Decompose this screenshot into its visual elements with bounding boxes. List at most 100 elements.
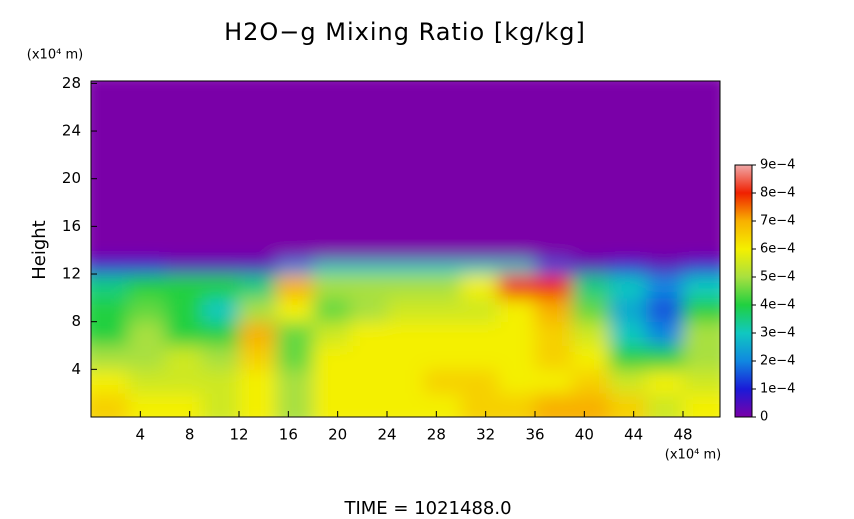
cell [350,259,388,275]
cell [350,274,388,299]
colorbar-tick-label: 9e−4 [760,158,795,173]
cell [609,345,647,370]
cell [646,297,684,323]
cell [128,321,166,347]
cell [424,81,462,261]
cell [91,81,129,261]
cell [535,369,573,394]
cell [313,393,351,417]
cell [609,393,647,417]
axes: 4 8 12 16 20 24 28 32 36 40 44 4848121620242801e−42… [62,74,796,444]
cells [91,81,720,417]
colorbar-tick-label: 6e−4 [760,242,795,257]
cell [165,297,203,323]
cell [91,345,129,370]
cell [461,369,499,394]
cell [276,81,314,261]
x-tick-label: 28 [427,426,446,444]
colorbar-tick-label: 3e−4 [760,326,795,341]
x-tick-label: 32 [476,426,495,444]
x-tick-label: 40 [575,426,594,444]
cell [128,259,166,275]
cell [609,297,647,323]
cell [387,259,425,275]
colorbar-tick-label: 2e−4 [760,354,795,369]
cell [128,393,166,417]
cell [683,393,720,417]
cell [313,321,351,347]
cell [387,274,425,299]
cell [202,297,240,323]
cell [498,274,536,299]
cell [239,369,277,394]
time-label: TIME = 1021488.0 [343,498,511,519]
cell [498,259,536,275]
cell [276,274,314,299]
cell [313,297,351,323]
field [91,81,720,417]
cell [350,81,388,261]
cell [128,345,166,370]
cell [498,81,536,261]
cell [572,369,610,394]
cell [424,321,462,347]
cell [239,274,277,299]
cell [313,274,351,299]
cell [683,81,720,261]
cell [387,297,425,323]
cell [387,345,425,370]
y-tick-label: 20 [62,169,81,187]
cell [202,345,240,370]
cell [424,369,462,394]
x-tick-label: 20 [328,426,347,444]
colorbar-tick-label: 7e−4 [760,214,795,229]
cell [276,345,314,370]
cell [572,321,610,347]
cell [350,321,388,347]
colorbar-tick-label: 1e−4 [760,382,795,397]
cell [128,81,166,261]
cell [609,274,647,299]
y-tick-label: 28 [62,74,81,92]
cell [461,345,499,370]
cell [128,274,166,299]
cell [239,321,277,347]
cell [350,297,388,323]
cell [646,274,684,299]
cell [91,321,129,347]
cell [165,259,203,275]
cell [424,345,462,370]
cell [535,297,573,323]
colorbar-tick-label: 5e−4 [760,270,795,285]
cell [91,393,129,417]
cell [683,369,720,394]
cell [424,393,462,417]
cell [313,345,351,370]
cell [535,81,573,261]
cell [165,393,203,417]
cell [461,321,499,347]
cell [535,259,573,275]
cell [572,345,610,370]
cell [202,393,240,417]
cell [609,369,647,394]
cell [535,274,573,299]
cell [202,81,240,261]
cell [572,274,610,299]
x-tick-label: 8 [185,426,195,444]
x-tick-label: 36 [525,426,544,444]
x-tick-label: 16 [279,426,298,444]
cell [276,259,314,275]
cell [683,274,720,299]
cell [202,369,240,394]
cell [276,369,314,394]
cell [424,274,462,299]
x-tick-label: 24 [377,426,396,444]
cell [646,393,684,417]
y-unit: (x10⁴ m) [27,48,83,63]
cell [202,259,240,275]
cell [387,321,425,347]
cell [498,393,536,417]
cell [239,393,277,417]
